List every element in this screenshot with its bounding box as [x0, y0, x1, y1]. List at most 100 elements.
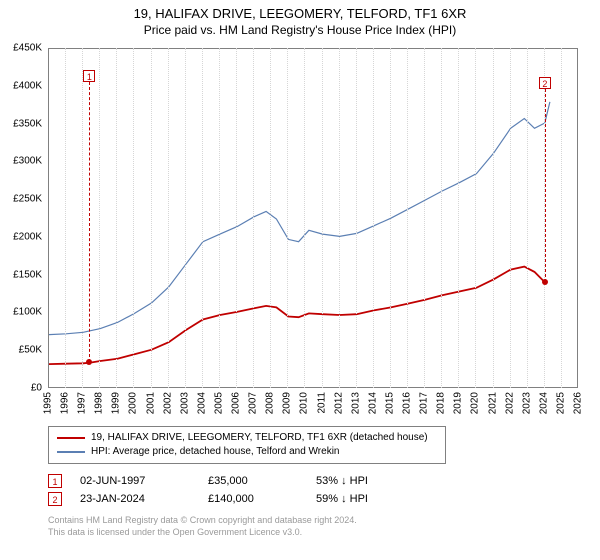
sale-price: £35,000 [208, 472, 298, 490]
y-tick-label: £450K [13, 43, 42, 54]
sale-row: 1 02-JUN-1997 £35,000 53% ↓ HPI [48, 472, 578, 490]
gridline [236, 48, 237, 388]
y-tick-label: £400K [13, 80, 42, 91]
gridline [253, 48, 254, 388]
x-tick-label: 2025 [555, 392, 566, 414]
gridline [65, 48, 66, 388]
gridline [510, 48, 511, 388]
x-tick-label: 2001 [145, 392, 156, 414]
sale-price: £140,000 [208, 490, 298, 508]
sale-date: 02-JUN-1997 [80, 472, 190, 490]
gridline [458, 48, 459, 388]
sale-dot [86, 359, 92, 365]
x-tick-label: 1995 [43, 392, 54, 414]
gridline [527, 48, 528, 388]
gridline [475, 48, 476, 388]
x-tick-label: 1996 [60, 392, 71, 414]
x-tick-label: 2003 [179, 392, 190, 414]
legend-label: 19, HALIFAX DRIVE, LEEGOMERY, TELFORD, T… [91, 431, 428, 445]
sale-marker: 1 [83, 70, 95, 82]
x-tick-label: 2016 [402, 392, 413, 414]
series-property [49, 267, 546, 365]
page-subtitle: Price paid vs. HM Land Registry's House … [0, 23, 600, 37]
gridline [373, 48, 374, 388]
legend-swatch [57, 437, 85, 439]
gridline [339, 48, 340, 388]
gridline [202, 48, 203, 388]
gridline [168, 48, 169, 388]
gridline [270, 48, 271, 388]
x-tick-label: 2000 [128, 392, 139, 414]
x-tick-label: 2021 [487, 392, 498, 414]
y-tick-label: £150K [13, 269, 42, 280]
legend-swatch [57, 451, 85, 453]
gridline [304, 48, 305, 388]
x-tick-label: 1998 [94, 392, 105, 414]
gridline [99, 48, 100, 388]
line-layer [49, 49, 579, 389]
x-tick-label: 2004 [196, 392, 207, 414]
x-tick-label: 2015 [384, 392, 395, 414]
gridline [441, 48, 442, 388]
gridline [185, 48, 186, 388]
x-tick-label: 2019 [453, 392, 464, 414]
sale-index-icon: 1 [48, 474, 62, 488]
gridline [322, 48, 323, 388]
sale-row: 2 23-JAN-2024 £140,000 59% ↓ HPI [48, 490, 578, 508]
x-tick-label: 2010 [299, 392, 310, 414]
y-tick-label: £350K [13, 118, 42, 129]
sale-delta: 53% ↓ HPI [316, 472, 368, 490]
x-tick-label: 2018 [436, 392, 447, 414]
x-tick-label: 2008 [265, 392, 276, 414]
gridline [356, 48, 357, 388]
gridline [133, 48, 134, 388]
y-tick-label: £0 [31, 383, 42, 394]
legend: 19, HALIFAX DRIVE, LEEGOMERY, TELFORD, T… [48, 426, 446, 464]
x-tick-label: 2023 [521, 392, 532, 414]
x-tick-label: 2007 [248, 392, 259, 414]
marker-guide [89, 82, 90, 362]
plot-area [48, 48, 578, 388]
x-tick-label: 2024 [538, 392, 549, 414]
marker-guide [545, 89, 546, 282]
x-tick-label: 2013 [350, 392, 361, 414]
y-tick-label: £300K [13, 156, 42, 167]
x-tick-label: 1999 [111, 392, 122, 414]
x-tick-label: 2005 [213, 392, 224, 414]
y-tick-label: £100K [13, 307, 42, 318]
x-tick-label: 2011 [316, 392, 327, 414]
copyright-line: Contains HM Land Registry data © Crown c… [48, 514, 578, 526]
x-tick-label: 1997 [77, 392, 88, 414]
gridline [116, 48, 117, 388]
gridline [390, 48, 391, 388]
gridline [407, 48, 408, 388]
x-tick-label: 2022 [504, 392, 515, 414]
y-tick-label: £50K [19, 345, 42, 356]
gridline [151, 48, 152, 388]
page-title: 19, HALIFAX DRIVE, LEEGOMERY, TELFORD, T… [0, 6, 600, 21]
chart: £0£50K£100K£150K£200K£250K£300K£350K£400… [48, 48, 578, 388]
sales-table: 1 02-JUN-1997 £35,000 53% ↓ HPI 2 23-JAN-2024… [48, 472, 578, 508]
x-tick-label: 2026 [573, 392, 584, 414]
x-tick-label: 2014 [367, 392, 378, 414]
gridline [287, 48, 288, 388]
copyright-line: This data is licensed under the Open Gov… [48, 526, 578, 538]
copyright: Contains HM Land Registry data © Crown c… [48, 514, 578, 538]
gridline [493, 48, 494, 388]
sale-index-icon: 2 [48, 492, 62, 506]
y-tick-label: £200K [13, 231, 42, 242]
sale-dot [542, 279, 548, 285]
legend-row: 19, HALIFAX DRIVE, LEEGOMERY, TELFORD, T… [57, 431, 437, 445]
x-tick-label: 2020 [470, 392, 481, 414]
x-tick-label: 2017 [419, 392, 430, 414]
sale-delta: 59% ↓ HPI [316, 490, 368, 508]
gridline [82, 48, 83, 388]
x-tick-label: 2012 [333, 392, 344, 414]
x-tick-label: 2006 [231, 392, 242, 414]
legend-row: HPI: Average price, detached house, Telf… [57, 445, 437, 459]
sale-date: 23-JAN-2024 [80, 490, 190, 508]
gridline [561, 48, 562, 388]
gridline [219, 48, 220, 388]
sale-marker: 2 [539, 77, 551, 89]
x-tick-label: 2002 [162, 392, 173, 414]
